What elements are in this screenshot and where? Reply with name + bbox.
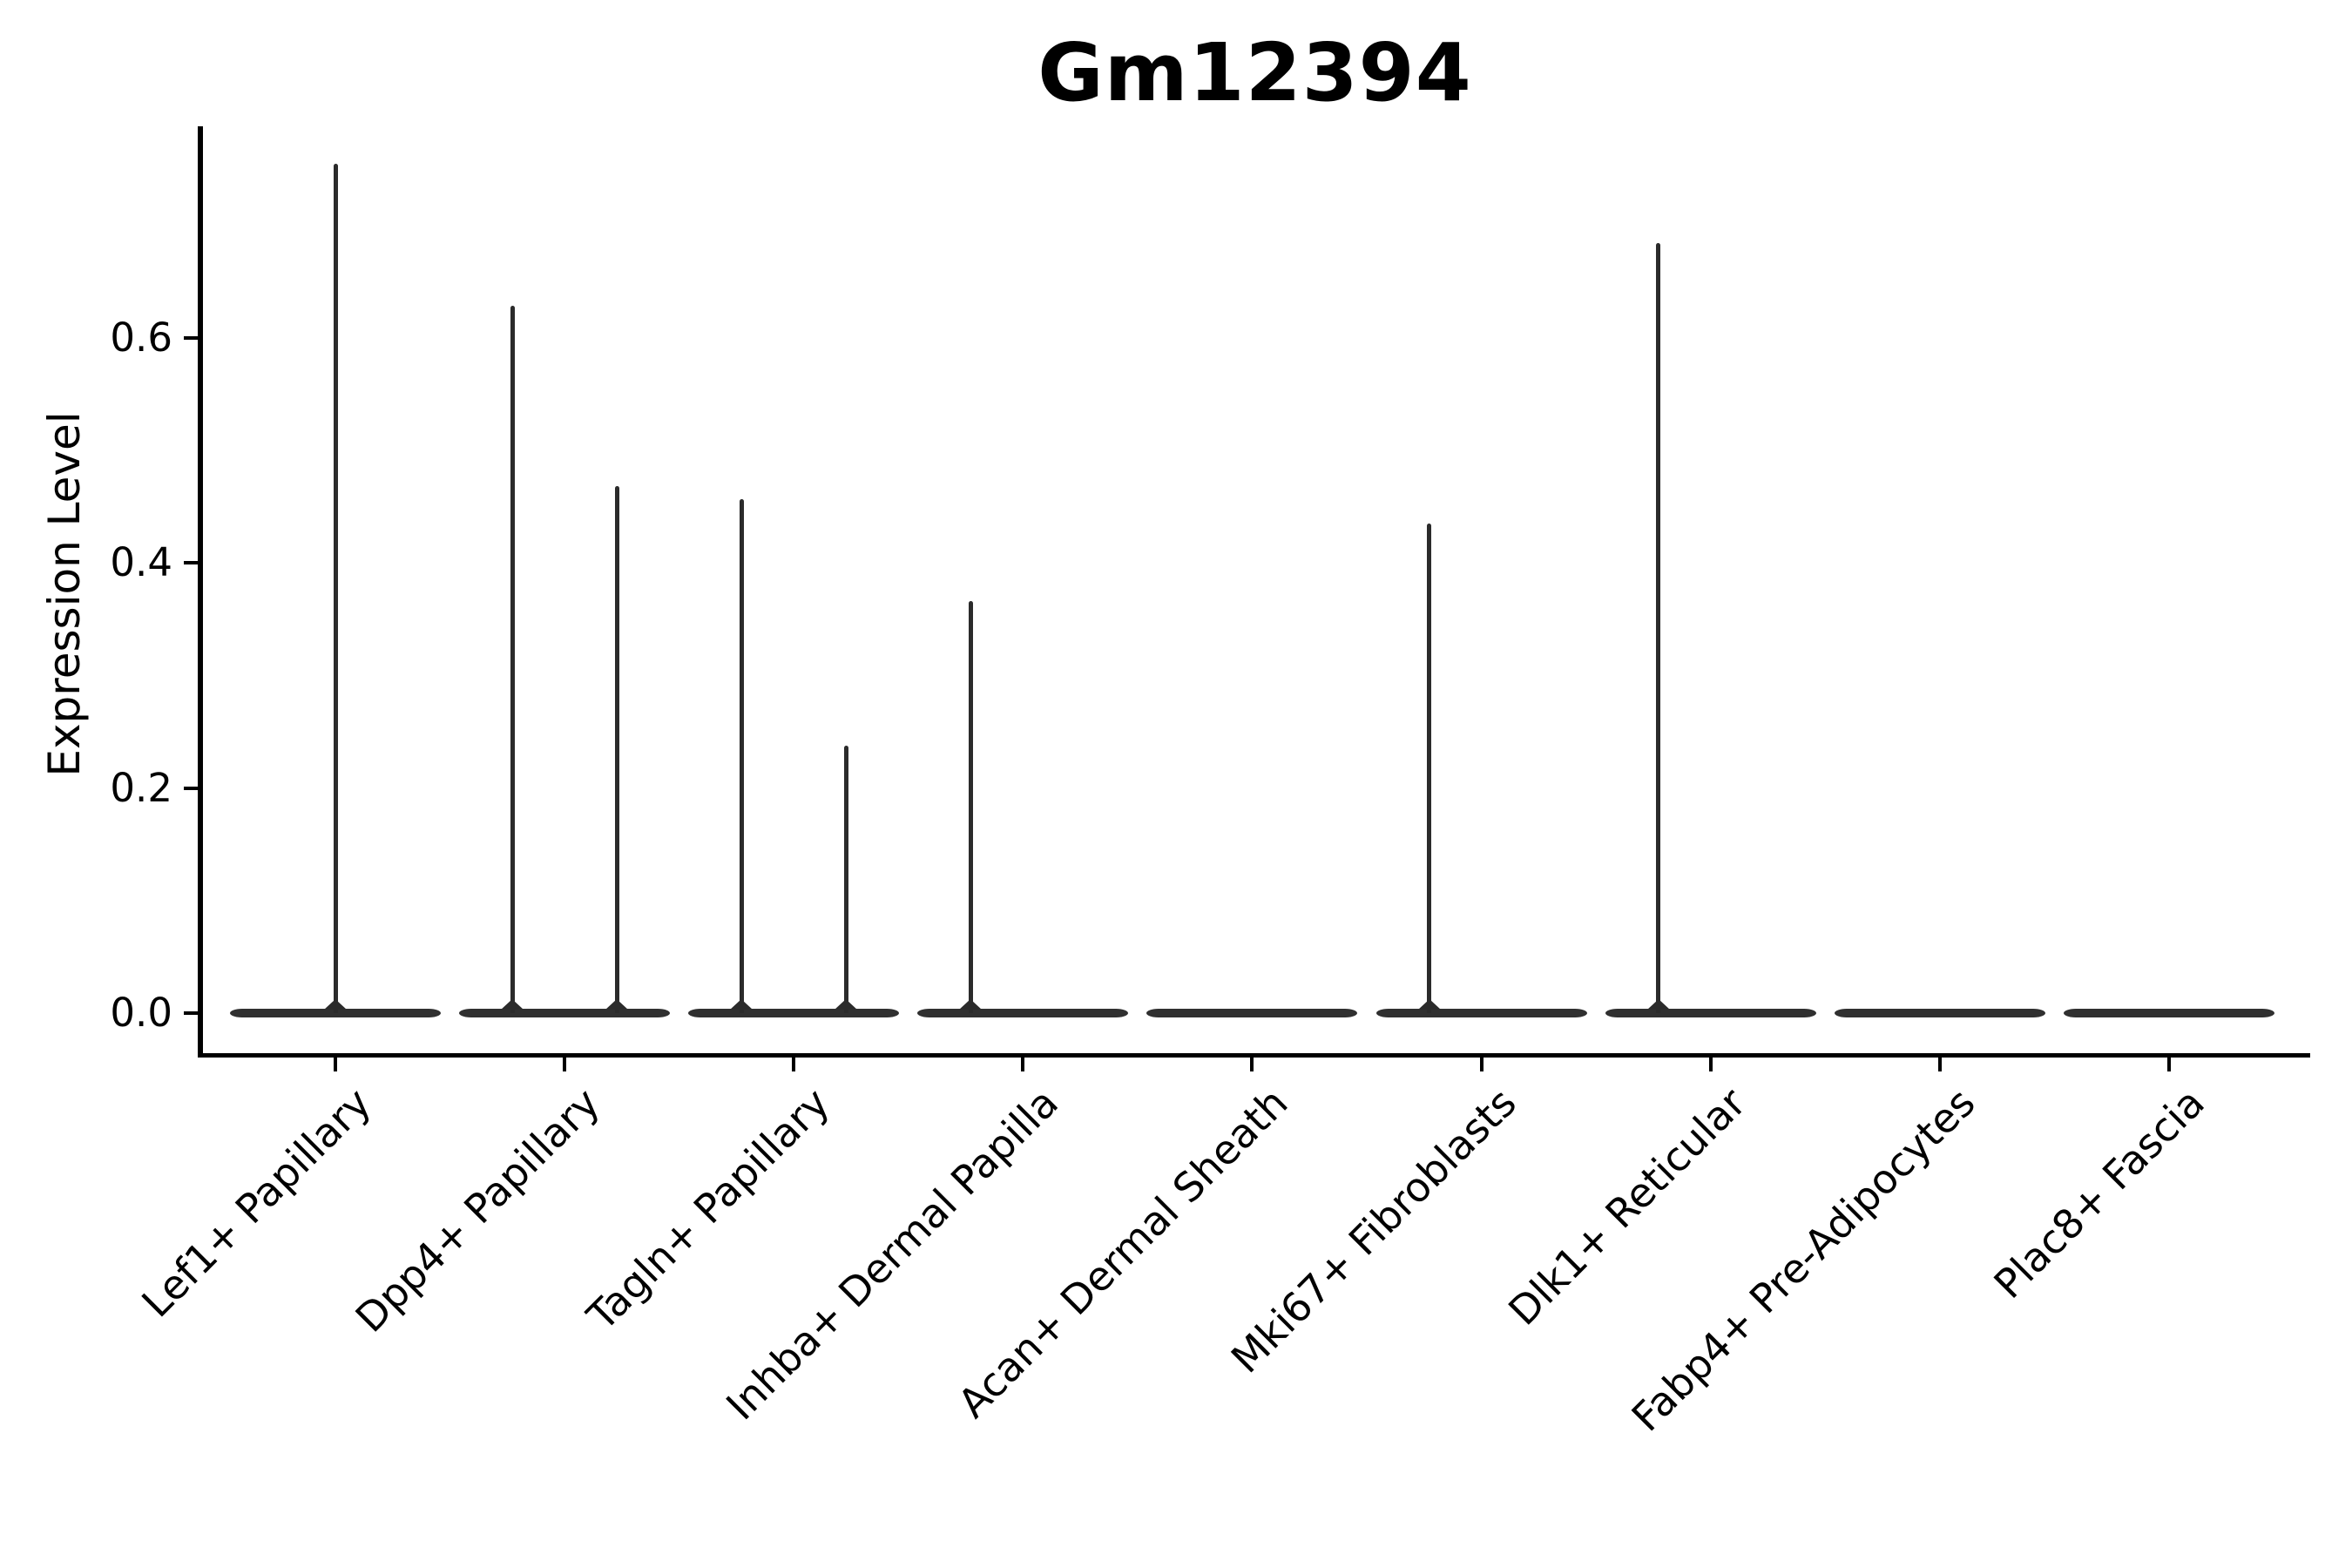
violin-base [1146, 1009, 1358, 1017]
violin-spike-flare [730, 999, 754, 1010]
violin-base [1375, 1009, 1587, 1017]
violin-base [917, 1009, 1129, 1017]
violin-spike-flare [835, 999, 858, 1010]
x-axis-tick [1250, 1058, 1254, 1071]
chart-title: Gm12394 [1037, 26, 1472, 119]
x-axis-tick [334, 1058, 337, 1071]
violin-spike [1656, 243, 1661, 1013]
y-axis-tick [184, 1011, 198, 1015]
x-axis-tick-label: Dpp4+ Papillary [346, 1078, 609, 1342]
violin-spike [510, 305, 515, 1013]
x-axis-tick [1479, 1058, 1484, 1071]
y-axis-spine [198, 126, 203, 1058]
violin-base [688, 1009, 900, 1017]
violin-spike-flare [1417, 999, 1441, 1010]
violin-base [1605, 1009, 1816, 1017]
violin-spike [614, 486, 619, 1013]
x-axis-tick [563, 1058, 567, 1071]
x-axis-tick [792, 1058, 796, 1071]
violin-spike [843, 745, 848, 1013]
violin-spike [1427, 524, 1431, 1013]
x-axis-tick-label: Lef1+ Papillary [132, 1078, 380, 1327]
x-axis-tick [2166, 1058, 2171, 1071]
x-axis-tick-label: Dlk1+ Reticular [1499, 1078, 1755, 1335]
violin-spike [739, 498, 744, 1013]
y-axis-tick-label: 0.2 [110, 764, 172, 811]
x-axis-tick [1021, 1058, 1025, 1071]
y-axis-tick [184, 335, 198, 340]
y-axis-tick-label: 0.4 [110, 539, 172, 586]
violin-spike [333, 163, 338, 1013]
violin-spike [968, 601, 973, 1013]
violin-spike-flare [605, 999, 629, 1010]
x-axis-tick [1708, 1058, 1713, 1071]
violin-base [230, 1009, 441, 1017]
y-axis-tick [184, 561, 198, 565]
violin-spike-flare [501, 999, 524, 1010]
y-axis-tick-label: 0.6 [110, 314, 172, 361]
violin-spike-flare [959, 999, 983, 1010]
x-axis-spine [198, 1053, 2310, 1058]
violin-base [2063, 1009, 2274, 1017]
x-axis-tick [1937, 1058, 1942, 1071]
x-axis-tick-label: Tagln+ Papillary [578, 1078, 838, 1340]
violin-spike-flare [324, 999, 347, 1010]
x-axis-tick-label: Plac8+ Fascia [1984, 1078, 2213, 1308]
violin-spike-flare [1646, 999, 1670, 1010]
y-axis-tick-label: 0.0 [110, 990, 172, 1036]
violin-base [1834, 1009, 2045, 1017]
y-axis-label: Expression Level [39, 411, 90, 777]
violin-base [459, 1009, 671, 1017]
y-axis-tick [184, 786, 198, 790]
